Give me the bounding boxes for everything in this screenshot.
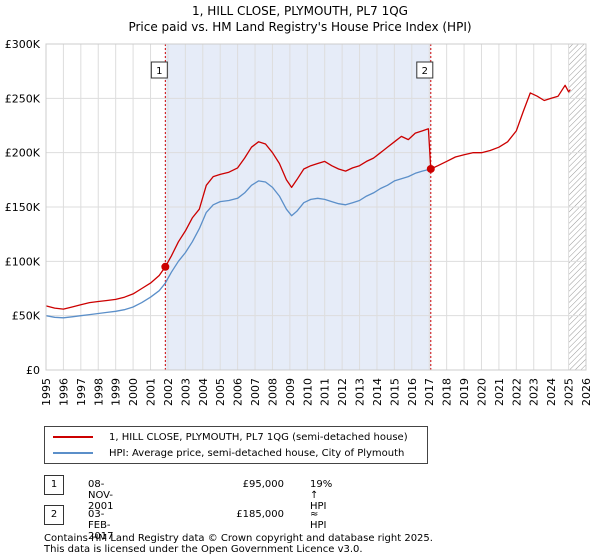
price-chart: £0 £50K £100K £150K £200K £250K £300K 1995 1996 1… [5, 38, 593, 406]
transaction-price-2: £185,000 [236, 509, 284, 520]
footer-licence: This data is licensed under the Open Gov… [44, 544, 363, 555]
x-tick-label: 2002 [162, 378, 175, 406]
x-tick-label: 2001 [145, 378, 158, 406]
x-tick-label: 2019 [458, 378, 471, 406]
x-tick-label: 2017 [423, 378, 436, 406]
chart-title: 1, HILL CLOSE, PLYMOUTH, PL7 1QG [192, 4, 408, 18]
x-tick-label: 1998 [92, 378, 105, 406]
legend-label-red: 1, HILL CLOSE, PLYMOUTH, PL7 1QG (semi-d… [109, 431, 408, 443]
x-tick-label: 2018 [441, 378, 454, 406]
x-tick-label: 2005 [214, 378, 227, 406]
y-tick-label: £50K [12, 310, 41, 323]
transaction-badge-1: 1 [44, 475, 64, 495]
x-tick-label: 2010 [301, 378, 314, 406]
y-tick-label: £300K [5, 38, 41, 51]
x-tick-label: 2008 [266, 378, 279, 406]
legend-item-blue: HPI: Average price, semi-detached house,… [53, 446, 404, 460]
x-tick-label: 2026 [580, 378, 593, 406]
marker-box-1 [150, 61, 168, 79]
x-tick-label: 2000 [127, 378, 140, 406]
x-tick-label: 2003 [179, 378, 192, 406]
legend: 1, HILL CLOSE, PLYMOUTH, PL7 1QG (semi-d… [44, 426, 428, 464]
y-tick-label: £250K [5, 92, 41, 105]
x-tick-label: 2021 [493, 378, 506, 406]
x-tick-label: 2006 [232, 378, 245, 406]
x-tick-label: 2007 [249, 378, 262, 406]
x-tick-label: 1995 [40, 378, 53, 406]
x-tick-label: 2023 [528, 378, 541, 406]
x-tick-label: 2009 [284, 378, 297, 406]
transaction-hpi-2: ≈ HPI [310, 509, 327, 531]
x-tick-label: 1999 [110, 378, 123, 406]
x-tick-label: 2024 [545, 378, 558, 406]
legend-swatch-blue [53, 452, 93, 454]
legend-swatch-red [53, 436, 93, 438]
transaction-hpi-1: 19% ↑ HPI [310, 479, 333, 512]
x-tick-label: 2020 [475, 378, 488, 406]
y-tick-label: £200K [5, 147, 41, 160]
marker-label-2: 2 [422, 66, 428, 77]
x-tick-label: 2022 [510, 378, 523, 406]
sale-point-1 [161, 262, 170, 271]
plot-border [45, 43, 587, 371]
series-line-property [45, 84, 571, 310]
x-tick-label: 2014 [371, 378, 384, 406]
x-tick-label: 2016 [406, 378, 419, 406]
y-tick-label: £150K [5, 201, 41, 214]
x-tick-label: 2025 [563, 378, 576, 406]
y-tick-label: £100K [5, 255, 41, 268]
marker-label-1: 1 [156, 66, 162, 77]
x-tick-label: 2011 [319, 378, 332, 406]
series-line-hpi [45, 168, 431, 319]
y-tick-label: £0 [26, 364, 40, 377]
transaction-price-1: £95,000 [242, 479, 284, 490]
x-tick-label: 1997 [75, 378, 88, 406]
transaction-date-1: 08-NOV-2001 [88, 479, 114, 512]
marker-box-2 [416, 61, 434, 79]
transaction-date-2: 03-FEB-2017 [88, 509, 114, 542]
legend-label-blue: HPI: Average price, semi-detached house,… [109, 447, 405, 459]
legend-item-red: 1, HILL CLOSE, PLYMOUTH, PL7 1QG (semi-d… [53, 430, 408, 444]
x-tick-label: 1996 [57, 378, 70, 406]
chart-subtitle: Price paid vs. HM Land Registry's House … [128, 20, 472, 34]
x-tick-label: 2004 [197, 378, 210, 406]
sale-point-2 [426, 164, 435, 173]
x-tick-label: 2013 [354, 378, 367, 406]
x-tick-label: 2015 [388, 378, 401, 406]
footer-copyright: Contains HM Land Registry data © Crown c… [44, 533, 433, 544]
x-tick-label: 2012 [336, 378, 349, 406]
transaction-badge-2: 2 [44, 505, 64, 525]
